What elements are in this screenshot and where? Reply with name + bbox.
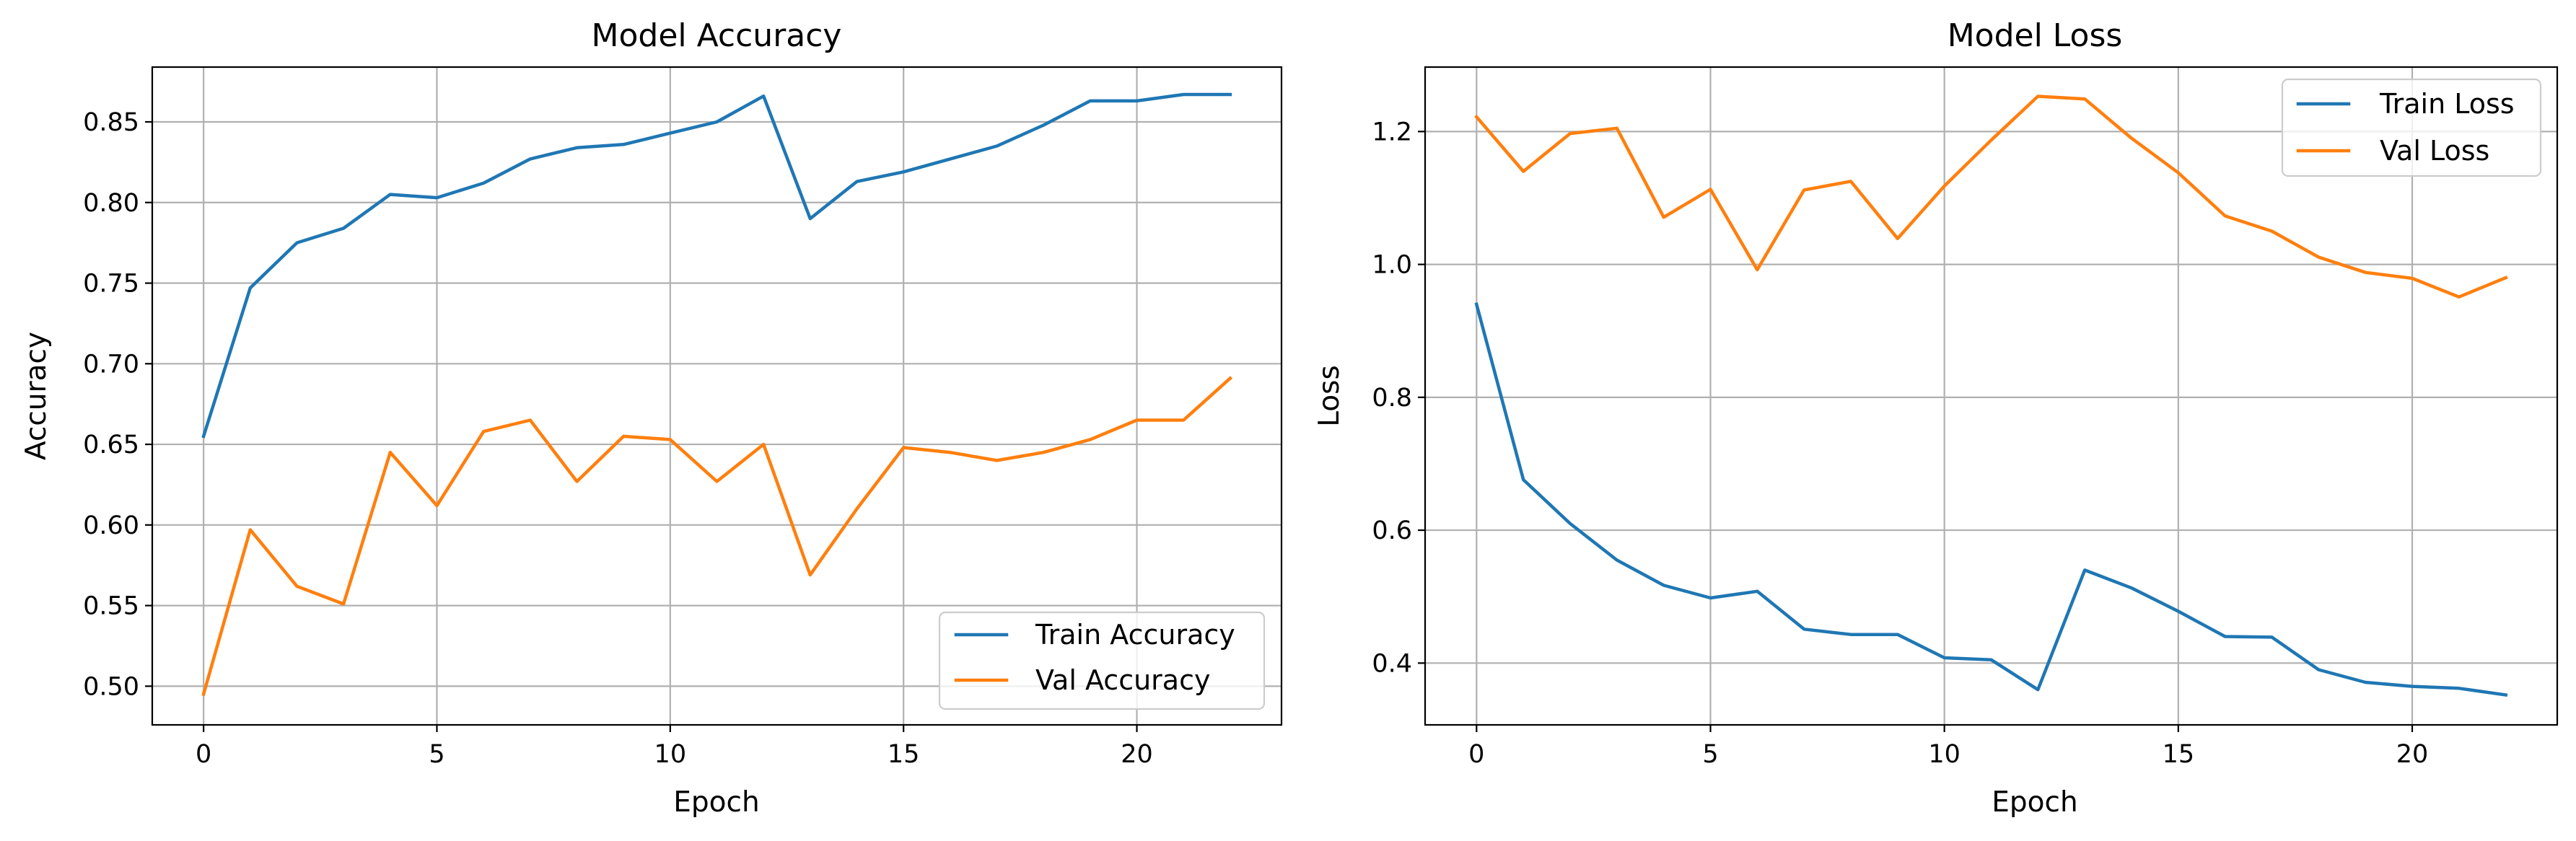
y-tick-label: 0.50 <box>83 672 139 701</box>
x-tick-label: 20 <box>2396 740 2429 769</box>
y-tick-label: 0.6 <box>1372 516 1412 545</box>
x-axis-label: Epoch <box>1992 786 2077 819</box>
loss-chart-panel: Model Loss 0 5 10 15 20 0.4 0.6 0.8 1.0 1.2 Epoch… <box>1313 17 2559 819</box>
accuracy-chart-panel: Model Accuracy 0 5 10 15 200.500.550.600.650… <box>20 17 1283 819</box>
series-group <box>1474 94 2508 697</box>
chart-title: Model Loss <box>1948 17 2123 54</box>
y-tick-label: 0.55 <box>83 592 139 621</box>
y-tick-label: 0.75 <box>83 270 139 299</box>
y-tick-label: 1.0 <box>1372 251 1412 280</box>
legend-label-train-accuracy: Train Accuracy <box>1035 619 1235 651</box>
x-tick-label: 10 <box>1928 740 1961 769</box>
x-axis-label: Epoch <box>673 786 759 819</box>
y-tick-label: 0.80 <box>83 189 139 218</box>
legend: Train Loss Val Loss <box>2281 78 2542 177</box>
legend-box <box>938 611 1266 710</box>
x-tick-label: 0 <box>196 740 211 769</box>
legend: Train Accuracy Val Accuracy <box>938 611 1266 710</box>
y-tick-label: 0.4 <box>1372 649 1412 678</box>
legend-label-val-loss: Val Loss <box>2380 135 2489 167</box>
grid <box>1425 67 2557 725</box>
ticks: 0 5 10 15 20 0.50 0.55 0.60 0.65 0.70 0.75 0.80 0.85 <box>83 108 1153 769</box>
plot-frame <box>1424 66 2559 726</box>
series-group <box>201 92 1233 697</box>
y-tick-label: 0.70 <box>83 350 139 379</box>
series-line-train-accuracy <box>201 92 1232 439</box>
legend-label-train-loss: Train Loss <box>2379 88 2515 120</box>
x-tick-label: 20 <box>1121 740 1153 769</box>
y-axis-label: Accuracy <box>20 332 53 460</box>
x-tick-label: 10 <box>654 740 687 769</box>
x-tick-label: 5 <box>429 740 444 769</box>
x-tick-label: 5 <box>1702 740 1718 769</box>
x-tick-label: 0 <box>1468 740 1484 769</box>
chart-title: Model Accuracy <box>592 17 842 54</box>
legend-label-val-accuracy: Val Accuracy <box>1035 664 1210 696</box>
y-tick-label: 1.2 <box>1372 118 1412 146</box>
y-tick-label: 0.8 <box>1372 384 1412 413</box>
series-line-train-loss <box>1474 302 2508 697</box>
x-tick-label: 15 <box>888 740 920 769</box>
y-tick-label: 0.85 <box>83 108 139 137</box>
y-tick-label: 0.65 <box>83 431 139 459</box>
y-tick-label: 0.60 <box>83 511 139 540</box>
ticks: 0 5 10 15 20 0.4 0.6 0.8 1.0 1.2 <box>1372 118 2428 769</box>
x-tick-label: 15 <box>2163 740 2195 769</box>
series-line-val-accuracy <box>201 376 1233 697</box>
y-axis-label: Loss <box>1313 365 1346 427</box>
plot-frame <box>151 66 1283 726</box>
series-line-val-loss <box>1474 94 2508 299</box>
